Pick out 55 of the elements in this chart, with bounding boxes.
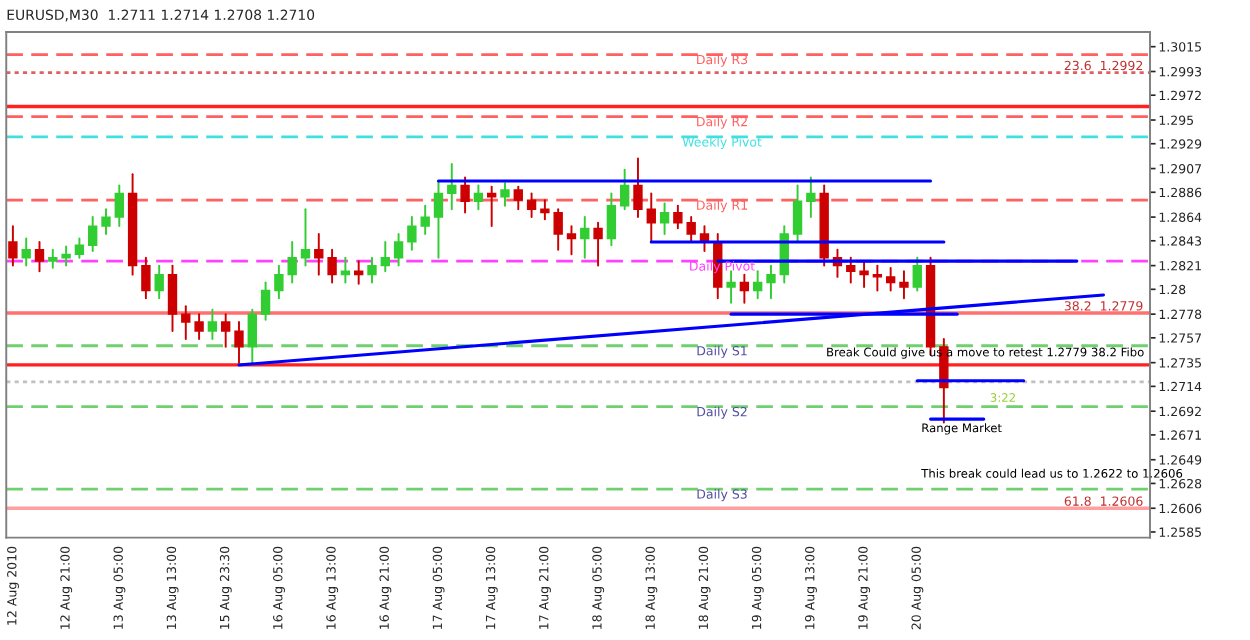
candlestick [380, 240, 390, 273]
candlestick [806, 176, 816, 219]
candlestick [659, 202, 670, 235]
candlestick [393, 233, 404, 267]
candlestick [300, 208, 311, 267]
candlestick [367, 256, 377, 284]
candlestick [939, 338, 949, 424]
candlestick [473, 184, 484, 211]
candlestick [752, 270, 763, 300]
candlestick [500, 182, 510, 207]
candlestick [619, 168, 630, 211]
candlestick [48, 248, 58, 269]
candlestick [274, 264, 284, 300]
candlestick [207, 308, 218, 340]
candlestick [141, 256, 151, 300]
candlestick [606, 192, 617, 247]
candlestick [74, 237, 85, 259]
candlestick [21, 237, 31, 267]
candlestick [234, 321, 244, 364]
candlestick [181, 305, 191, 340]
candlestick [101, 208, 111, 235]
candlestick [260, 281, 271, 321]
candlestick [726, 270, 736, 304]
candlestick [287, 240, 297, 284]
candlestick [61, 245, 71, 267]
candlestick [194, 313, 204, 340]
candlestick [327, 248, 337, 284]
candlestick [580, 216, 590, 259]
candlestick [646, 192, 656, 243]
candlestick [885, 266, 896, 292]
candlestick [114, 184, 124, 228]
candlestick [846, 256, 856, 284]
candlestick [633, 157, 643, 219]
candlestick [739, 273, 750, 304]
candlestick [872, 264, 883, 292]
candlestick [247, 308, 257, 364]
candlestick [566, 225, 577, 256]
candlestick [447, 163, 457, 211]
candlestick [766, 264, 776, 300]
candlestick [513, 185, 523, 211]
candlestick [460, 176, 470, 214]
candlestick [167, 264, 178, 333]
candlestick [314, 233, 324, 276]
candlestick [8, 225, 18, 267]
candlestick [34, 240, 45, 273]
candlestick [792, 184, 803, 243]
candlestick [859, 260, 869, 289]
candlestick [88, 216, 98, 252]
candlestick [526, 192, 537, 219]
candlestick [154, 264, 164, 300]
candlestick [433, 180, 444, 259]
candlestick [593, 221, 603, 267]
candlestick [899, 270, 909, 300]
candlestick [221, 313, 231, 348]
candlestick [912, 256, 922, 292]
